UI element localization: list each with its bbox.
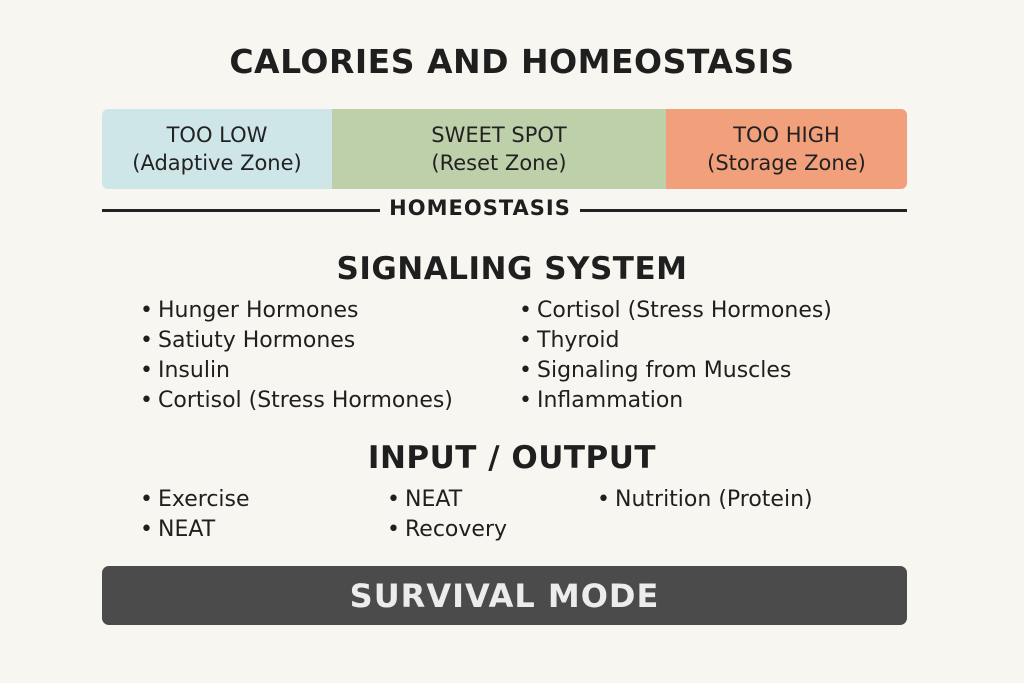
list-item: Signaling from Muscles <box>519 356 832 386</box>
list-item: Cortisol (Stress Hormones) <box>519 296 832 326</box>
list-item: Satiuty Hormones <box>140 326 453 356</box>
list-item: Insulin <box>140 356 453 386</box>
zone-sweet-spot: SWEET SPOT (Reset Zone) <box>332 109 666 189</box>
homeostasis-divider-right <box>580 209 907 212</box>
zone-too-low: TOO LOW (Adaptive Zone) <box>102 109 332 189</box>
signaling-list-left: Hunger Hormones Satiuty Hormones Insulin… <box>140 296 453 416</box>
homeostasis-label: HOMEOSTASIS <box>389 196 571 220</box>
list-item: Recovery <box>387 515 507 545</box>
list-item: Nutrition (Protein) <box>597 485 813 515</box>
zone-too-high-subtitle: (Storage Zone) <box>707 151 866 175</box>
list-item: Hunger Hormones <box>140 296 453 326</box>
list-item: Exercise <box>140 485 250 515</box>
zone-too-high: TOO HIGH (Storage Zone) <box>666 109 907 189</box>
zone-too-low-heading: TOO LOW <box>166 123 268 147</box>
list-item: NEAT <box>387 485 507 515</box>
input-output-list-3: Nutrition (Protein) <box>597 485 813 515</box>
homeostasis-divider-left <box>102 209 380 212</box>
input-output-title: INPUT / OUTPUT <box>367 440 657 476</box>
list-item: Thyroid <box>519 326 832 356</box>
signaling-list-right: Cortisol (Stress Hormones) Thyroid Signa… <box>519 296 832 416</box>
diagram-title: CALORIES AND HOMEOSTASIS <box>229 42 795 81</box>
zone-too-high-heading: TOO HIGH <box>733 123 840 147</box>
signaling-system-title: SIGNALING SYSTEM <box>336 251 688 287</box>
list-item: Inflammation <box>519 386 832 416</box>
list-item: Cortisol (Stress Hormones) <box>140 386 453 416</box>
zone-too-low-subtitle: (Adaptive Zone) <box>132 151 302 175</box>
survival-mode-bar: SURVIVAL MODE <box>102 566 907 625</box>
list-item: NEAT <box>140 515 250 545</box>
input-output-list-2: NEAT Recovery <box>387 485 507 545</box>
zone-sweet-spot-subtitle: (Reset Zone) <box>431 151 567 175</box>
zone-sweet-spot-heading: SWEET SPOT <box>431 123 567 147</box>
input-output-list-1: Exercise NEAT <box>140 485 250 545</box>
calorie-zone-bar: TOO LOW (Adaptive Zone) SWEET SPOT (Rese… <box>102 109 907 189</box>
